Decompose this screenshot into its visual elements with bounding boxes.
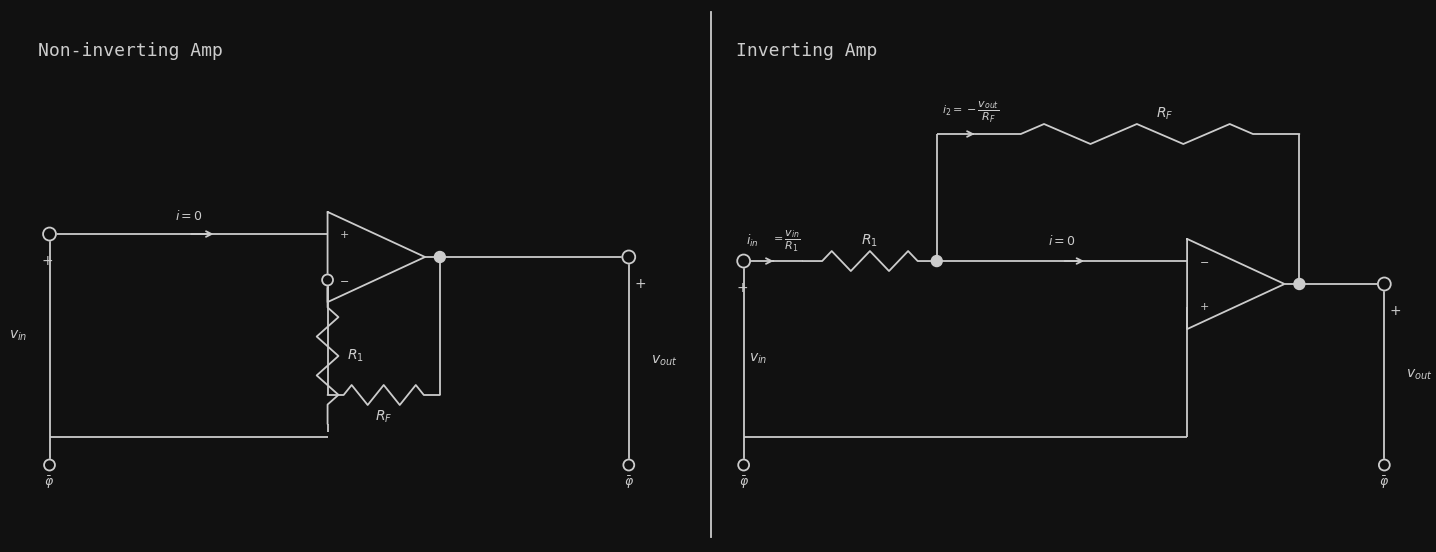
Text: $R_1$: $R_1$ [348,348,365,364]
Text: $+$: $+$ [1389,304,1402,318]
Text: $R_F$: $R_F$ [375,409,392,425]
Circle shape [737,254,750,268]
Circle shape [1294,279,1305,289]
Text: $i{=}0$: $i{=}0$ [1048,234,1076,248]
Text: $\bar{\varphi}$: $\bar{\varphi}$ [1380,475,1390,491]
Text: $+$: $+$ [735,281,748,295]
Circle shape [322,274,333,285]
Circle shape [1379,278,1391,290]
Text: $+$: $+$ [633,277,646,291]
Text: $v_{in}$: $v_{in}$ [9,328,27,343]
Circle shape [435,252,445,263]
Text: $-$: $-$ [1199,256,1209,266]
Text: $i_{in}$: $i_{in}$ [745,233,758,249]
Text: $+$: $+$ [1199,301,1209,312]
Text: $-$: $-$ [339,275,349,285]
Text: $= \dfrac{v_{in}}{R_1}$: $= \dfrac{v_{in}}{R_1}$ [771,229,801,253]
Text: $R_1$: $R_1$ [862,233,879,250]
Text: $+$: $+$ [42,254,53,268]
Text: $i{=}0$: $i{=}0$ [175,209,202,223]
Circle shape [43,227,56,241]
Text: $v_{in}$: $v_{in}$ [748,352,767,366]
Circle shape [932,256,942,267]
Text: $R_F$: $R_F$ [1156,106,1173,122]
Text: $+$: $+$ [339,229,349,240]
Text: $v_{out}$: $v_{out}$ [651,354,676,368]
Circle shape [45,459,55,470]
Circle shape [738,459,750,470]
Circle shape [623,459,635,470]
Circle shape [1379,459,1390,470]
Circle shape [622,251,635,263]
Text: $i_2 = -\dfrac{v_{out}}{R_F}$: $i_2 = -\dfrac{v_{out}}{R_F}$ [942,99,999,125]
Text: $\bar{\varphi}$: $\bar{\varphi}$ [45,475,55,491]
Text: Inverting Amp: Inverting Amp [735,42,877,60]
Text: $\bar{\varphi}$: $\bar{\varphi}$ [738,475,748,491]
Text: Non-inverting Amp: Non-inverting Amp [37,42,223,60]
Text: $\bar{\varphi}$: $\bar{\varphi}$ [623,475,633,491]
Text: $v_{out}$: $v_{out}$ [1406,367,1433,381]
